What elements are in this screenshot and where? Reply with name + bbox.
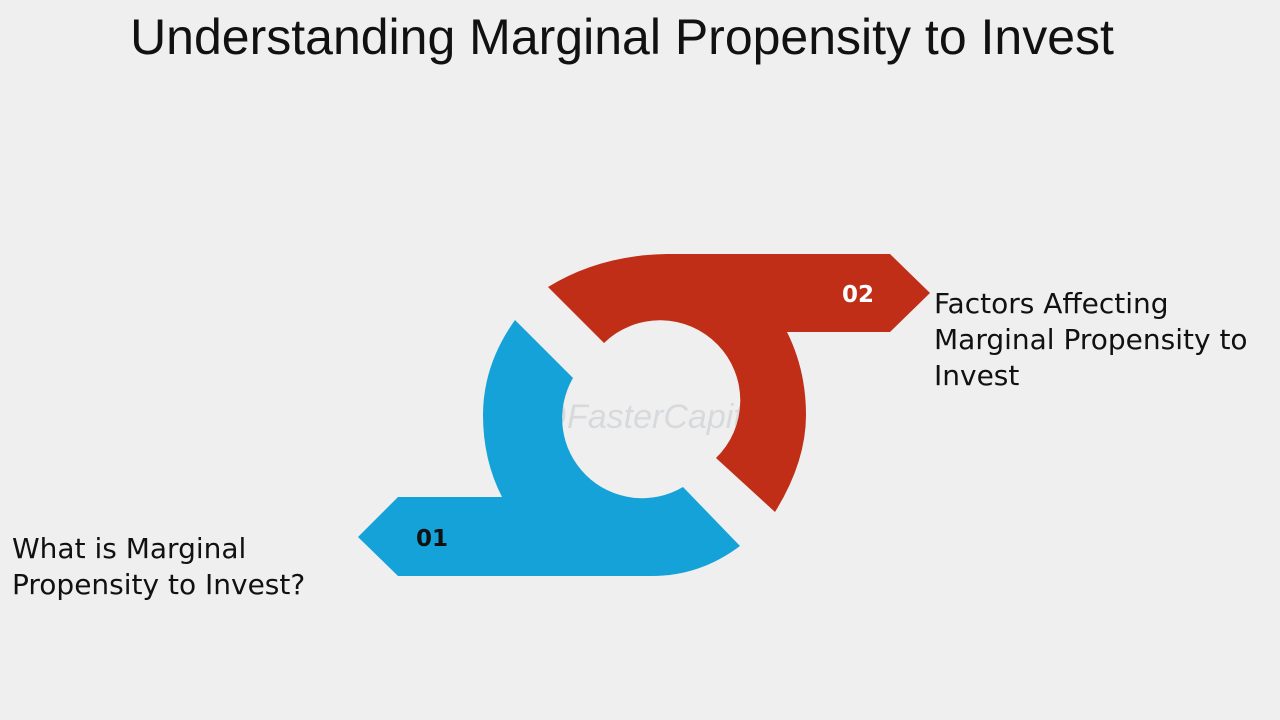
step-01-number: 01 (416, 526, 448, 552)
step-02-shape (548, 254, 930, 512)
step-01-label: What is Marginal Propensity to Invest? (12, 532, 306, 601)
step-02-label: Factors Affecting Marginal Propensity to… (934, 287, 1248, 392)
slide-title: Understanding Marginal Propensity to Inv… (130, 9, 1114, 65)
step-02-number: 02 (842, 282, 874, 308)
step-01-shape (358, 320, 740, 576)
